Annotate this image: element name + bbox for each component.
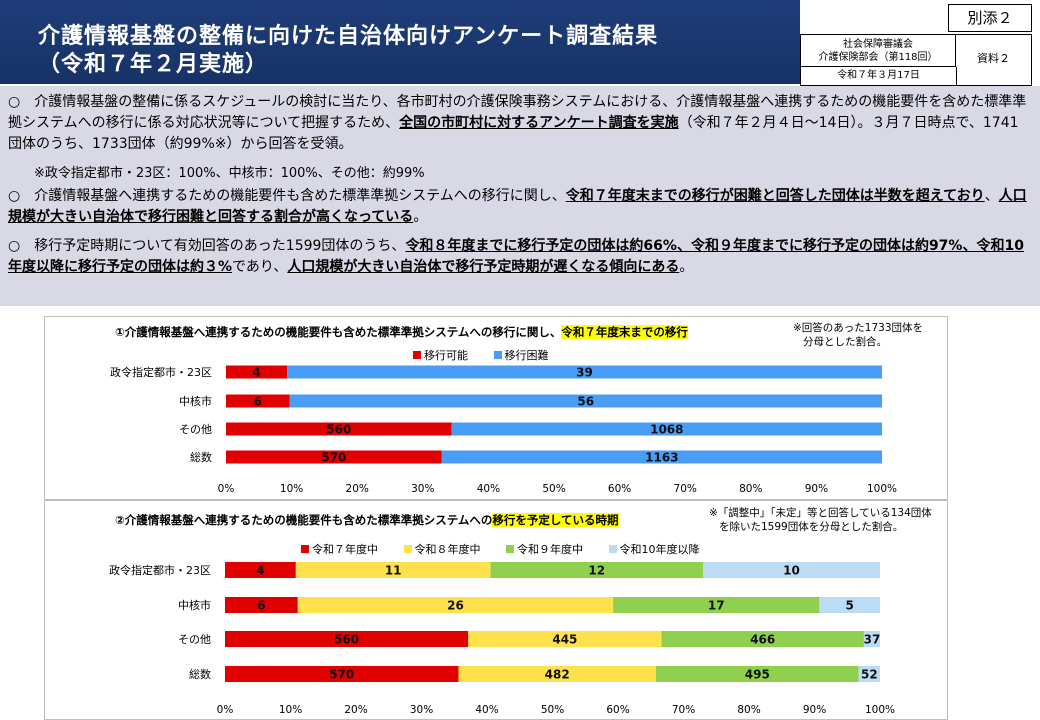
data-label: 10 <box>783 564 800 578</box>
x-tick-label: 90% <box>803 704 826 716</box>
data-label: 570 <box>329 668 354 682</box>
chart-panel-1: ①介護情報基盤へ連携するための機能要件も含めた標準準拠システムへの移行に関し、令… <box>44 316 948 500</box>
data-label: 56 <box>577 395 594 409</box>
chart2-plot: 政令指定都市・23区 4 11 12 10 中核市 6 26 17 5 その他 560 445 466 37… <box>45 501 947 719</box>
category-label: 政令指定都市・23区 <box>110 365 212 379</box>
data-label: 6 <box>257 599 265 613</box>
document-reference-box: 社会保障審議会 介護保険部会（第118回） 資料２ 令和７年３月17日 <box>800 34 1032 86</box>
x-tick-label: 0% <box>217 704 234 716</box>
response-rate-note: ※政令指定都市・23区：100%、中核市：100%、その他：約99% <box>34 162 425 181</box>
x-tick-label: 20% <box>344 704 367 716</box>
council-name: 社会保障審議会 介護保険部会（第118回） <box>801 35 956 67</box>
x-tick-label: 10% <box>279 704 302 716</box>
data-label: 560 <box>334 633 359 647</box>
x-tick-label: 100% <box>865 704 895 716</box>
x-tick-label: 0% <box>218 483 235 495</box>
x-tick-label: 100% <box>867 483 897 495</box>
x-tick-label: 40% <box>475 704 498 716</box>
data-label: 482 <box>545 668 570 682</box>
x-tick-label: 80% <box>739 483 762 495</box>
summary-paragraph-2: ○ 介護情報基盤へ連携するための機能要件も含めた標準準拠システムへの移行に関し、… <box>8 186 1030 228</box>
data-label: 5 <box>845 599 853 613</box>
x-tick-label: 10% <box>280 483 303 495</box>
summary-paragraph-3: ○ 移行予定時期について有効回答のあった1599団体のうち、令和８年度までに移行… <box>8 236 1030 278</box>
data-label: 4 <box>256 564 264 578</box>
x-tick-label: 50% <box>542 483 565 495</box>
category-label: 中核市 <box>178 598 211 612</box>
document-number: 資料２ <box>956 35 1031 85</box>
category-label: その他 <box>178 633 211 646</box>
data-label: 17 <box>708 599 725 613</box>
x-tick-label: 60% <box>606 704 629 716</box>
x-tick-label: 70% <box>674 483 697 495</box>
data-label: 12 <box>588 564 605 578</box>
category-label: 総数 <box>189 667 211 681</box>
data-label: 26 <box>447 599 464 613</box>
document-date: 令和７年３月17日 <box>801 67 957 85</box>
x-tick-label: 30% <box>411 483 434 495</box>
x-tick-label: 80% <box>737 704 760 716</box>
category-label: 中核市 <box>179 394 212 408</box>
x-tick-label: 70% <box>672 704 695 716</box>
data-label: 560 <box>326 423 351 437</box>
data-label: 52 <box>861 668 878 682</box>
data-label: 1068 <box>650 423 683 437</box>
x-tick-label: 40% <box>477 483 500 495</box>
summary-section: ○ 介護情報基盤の整備に係るスケジュールの検討に当たり、各市町村の介護保険事務シ… <box>0 86 1040 306</box>
data-label: 495 <box>745 668 770 682</box>
data-label: 1163 <box>645 451 678 465</box>
data-label: 37 <box>864 633 881 647</box>
data-label: 39 <box>576 366 593 380</box>
category-label: その他 <box>179 423 212 436</box>
chart-panel-2: ②介護情報基盤へ連携するための機能要件も含めた標準準拠システムへの移行を予定して… <box>44 500 948 720</box>
x-tick-label: 90% <box>805 483 828 495</box>
data-label: 11 <box>385 564 402 578</box>
data-label: 466 <box>750 633 775 647</box>
chart1-plot: 政令指定都市・23区 4 39 中核市 6 56 その他 560 1068 総数 570 1163 0%… <box>45 317 947 499</box>
data-label: 445 <box>552 633 577 647</box>
x-tick-label: 20% <box>346 483 369 495</box>
category-label: 総数 <box>190 450 212 464</box>
data-label: 4 <box>252 366 260 380</box>
attachment-label: 別添２ <box>948 4 1032 32</box>
x-tick-label: 60% <box>608 483 631 495</box>
x-tick-label: 50% <box>541 704 564 716</box>
category-label: 政令指定都市・23区 <box>109 563 211 577</box>
summary-paragraph-1: ○ 介護情報基盤の整備に係るスケジュールの検討に当たり、各市町村の介護保険事務シ… <box>8 92 1030 155</box>
page-subtitle: （令和７年２月実施） <box>38 46 268 78</box>
x-tick-label: 30% <box>410 704 433 716</box>
data-label: 6 <box>254 395 262 409</box>
data-label: 570 <box>321 451 346 465</box>
title-banner: 介護情報基盤の整備に向けた自治体向けアンケート調査結果 （令和７年２月実施） <box>0 0 800 84</box>
